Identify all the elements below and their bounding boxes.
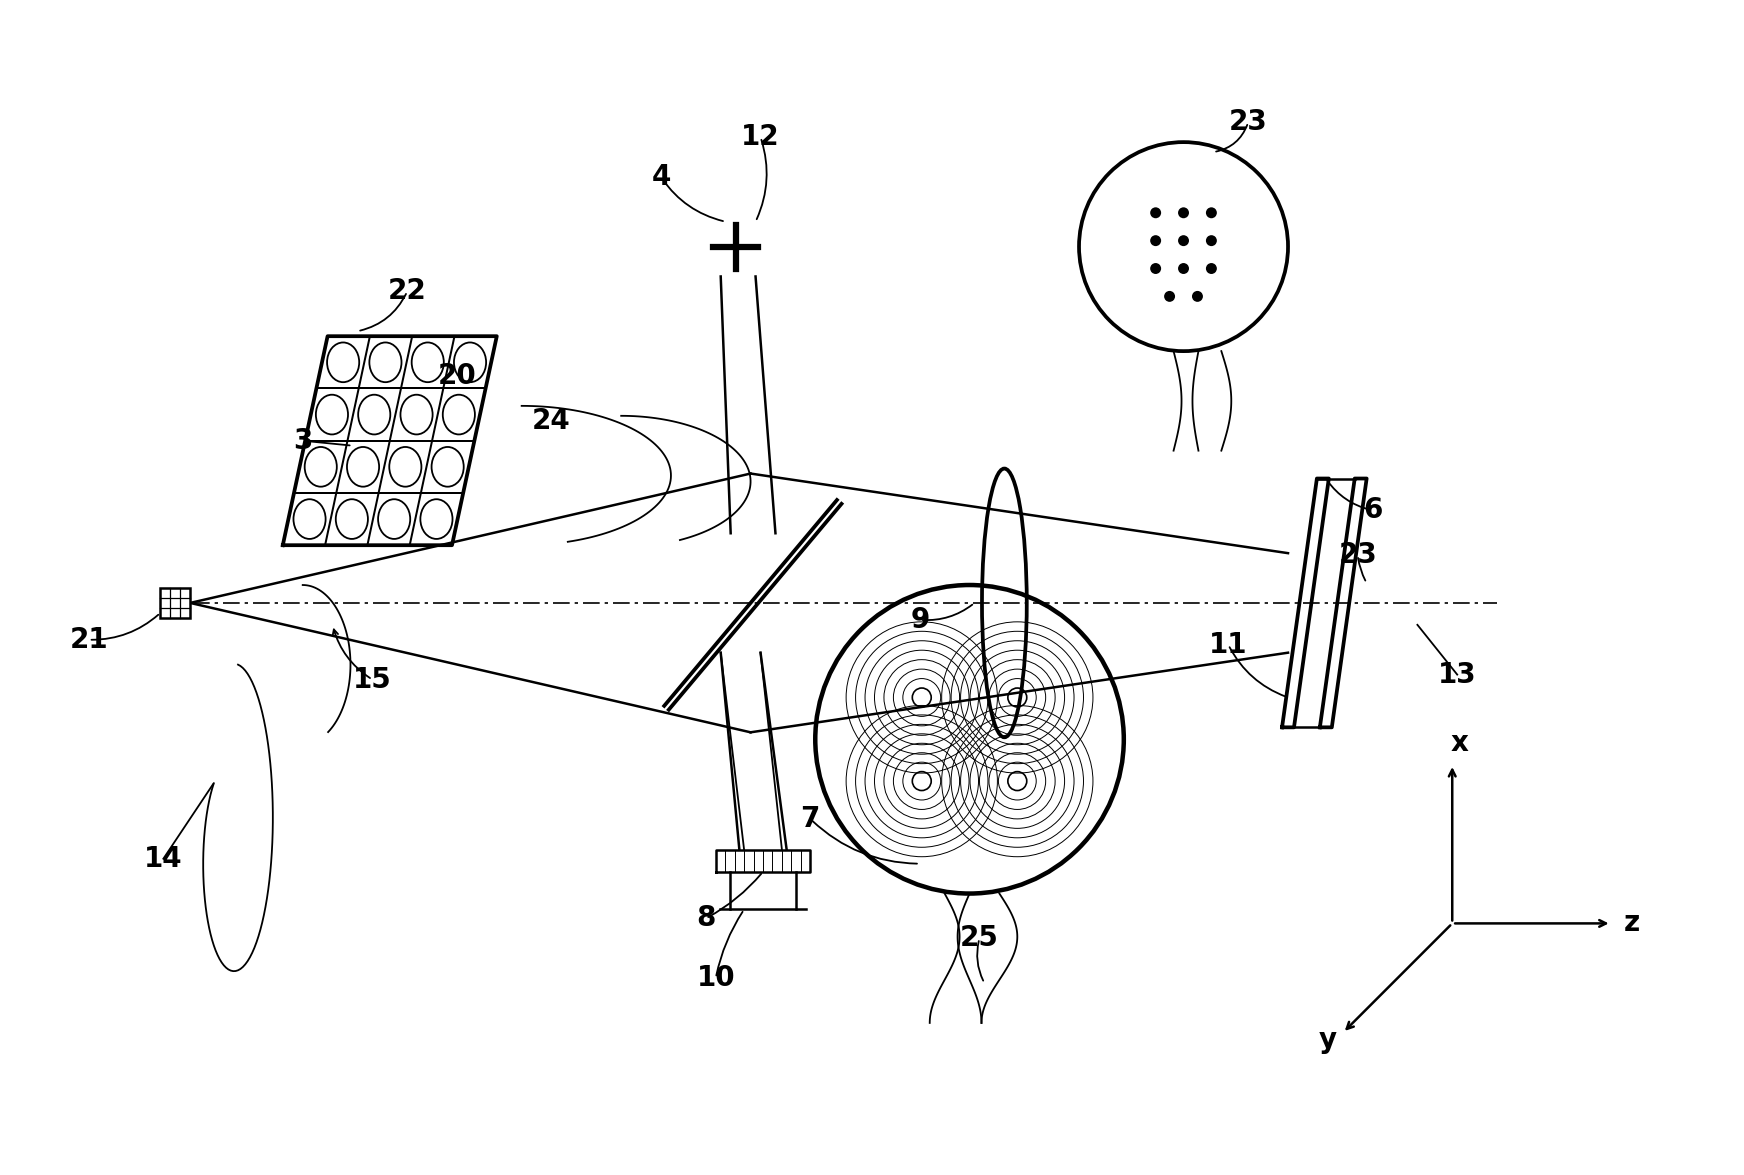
Text: 10: 10 (696, 965, 734, 992)
Text: 11: 11 (1209, 631, 1247, 659)
Circle shape (1177, 235, 1189, 246)
Text: 6: 6 (1362, 496, 1383, 524)
Bar (160, 588, 190, 618)
Text: 25: 25 (959, 925, 999, 952)
Text: 4: 4 (651, 163, 671, 192)
Circle shape (1191, 291, 1203, 302)
Circle shape (1163, 291, 1175, 302)
Text: 3: 3 (293, 427, 312, 455)
Text: 21: 21 (70, 626, 108, 653)
Text: 14: 14 (145, 845, 183, 873)
Circle shape (1205, 263, 1217, 274)
Text: 15: 15 (352, 665, 392, 693)
Text: z: z (1624, 909, 1639, 938)
Circle shape (1205, 207, 1217, 219)
Text: x: x (1451, 730, 1468, 757)
Text: 12: 12 (741, 123, 780, 152)
Circle shape (1151, 235, 1162, 246)
Circle shape (1205, 235, 1217, 246)
Text: 20: 20 (438, 362, 476, 390)
Text: 23: 23 (1230, 108, 1268, 136)
Circle shape (1151, 207, 1162, 219)
Circle shape (1177, 263, 1189, 274)
Text: 24: 24 (532, 407, 570, 435)
Text: 22: 22 (387, 277, 427, 306)
Text: 13: 13 (1437, 660, 1477, 689)
Text: 7: 7 (800, 805, 820, 833)
Circle shape (1177, 207, 1189, 219)
Text: y: y (1318, 1026, 1338, 1054)
Circle shape (1151, 263, 1162, 274)
Text: 23: 23 (1338, 542, 1378, 569)
Text: 9: 9 (910, 606, 930, 633)
Text: 8: 8 (696, 905, 715, 933)
